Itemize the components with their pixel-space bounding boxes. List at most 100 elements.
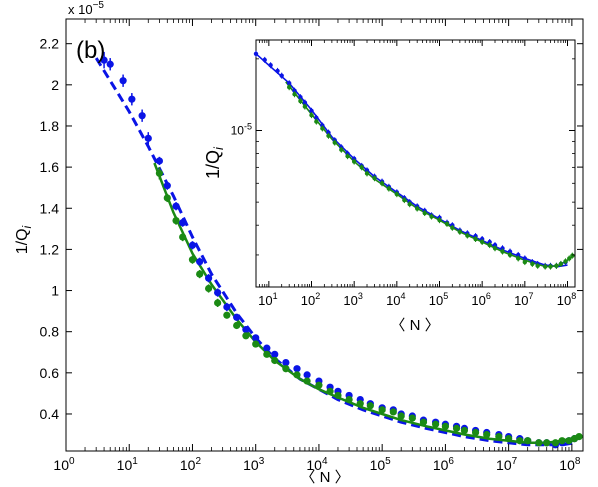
main-data-point xyxy=(505,435,513,443)
inset-data-point xyxy=(535,263,540,269)
inset-data-point xyxy=(522,259,528,265)
main-x-ticks: 100 101 102 103 104 105 106 107 108 xyxy=(53,19,581,473)
inset-x-tick-label: 105 xyxy=(429,291,448,308)
inset-data-point xyxy=(309,112,314,118)
inset-data-point xyxy=(292,88,297,93)
main-data-point xyxy=(419,418,428,426)
main-data-point xyxy=(100,56,108,64)
main-y-tick-label: 0.6 xyxy=(40,365,60,381)
inset-data-point xyxy=(364,168,370,173)
main-y-axis-label: 1/Qi xyxy=(14,225,34,254)
scale-factor-label: x 10−5 xyxy=(68,0,104,17)
main-data-point xyxy=(223,303,231,311)
main-x-tick-label: 100 xyxy=(53,456,75,473)
main-x-tick-label: 108 xyxy=(559,456,581,473)
main-y-tick-label: 0.8 xyxy=(40,324,60,340)
inset-plot-frame xyxy=(255,39,576,288)
inset-data-point xyxy=(492,242,498,248)
inset-data-point xyxy=(563,259,568,264)
main-data-point xyxy=(242,326,250,334)
main-x-tick-label: 101 xyxy=(117,456,139,473)
inset-data-point xyxy=(473,236,478,242)
main-y-tick-label: 1.8 xyxy=(40,118,60,134)
inset-data-point xyxy=(516,256,521,261)
inset-data-point xyxy=(500,249,505,254)
main-data-point xyxy=(233,321,241,330)
inset-data-point xyxy=(268,63,273,68)
inset-x-tick-label: 104 xyxy=(386,291,405,308)
inset-data-point xyxy=(500,246,505,251)
main-data-point xyxy=(334,391,342,400)
main-data-point xyxy=(252,340,260,348)
inset-data-point xyxy=(386,186,392,191)
main-data-point xyxy=(452,424,461,432)
inset-data-point xyxy=(507,252,513,258)
inset-x-tick-label: 103 xyxy=(343,291,362,308)
main-data-point xyxy=(205,284,213,293)
inset-x-tick-label: 108 xyxy=(557,291,576,308)
main-data-point xyxy=(558,437,566,445)
inset-y-axis-label: 1/Qi xyxy=(203,146,226,179)
main-data-point xyxy=(128,95,136,103)
main-x-tick-label: 103 xyxy=(243,456,265,473)
inset-data-point xyxy=(570,253,575,258)
main-data-point xyxy=(441,422,449,430)
inset-data-point xyxy=(437,217,442,223)
main-data-point xyxy=(163,182,171,190)
main-data-point xyxy=(303,371,311,379)
main-data-point xyxy=(483,430,491,439)
inset-data-point xyxy=(558,261,564,267)
inset-data-point xyxy=(351,159,357,164)
main-fit-line-0 xyxy=(94,57,575,447)
main-data-point xyxy=(389,408,397,416)
inset-data-point xyxy=(492,246,498,251)
main-data-point xyxy=(242,332,250,340)
main-data-point xyxy=(179,219,187,227)
inset-data-point xyxy=(542,264,548,269)
inset-data-point xyxy=(286,81,292,86)
inset-x-tick-label: 107 xyxy=(514,291,533,308)
inset-points xyxy=(253,50,575,270)
inset-data-point xyxy=(516,252,521,258)
inset-data-point xyxy=(444,221,450,227)
main-y-tick-label: 0.4 xyxy=(40,406,60,422)
main-data-point xyxy=(106,60,114,68)
main-y-tick-label: 1.6 xyxy=(40,159,60,175)
main-data-point xyxy=(172,202,180,210)
main-x-tick-label: 107 xyxy=(496,456,518,473)
inset-data-point xyxy=(364,171,370,176)
main-data-point xyxy=(315,381,323,389)
inset-data-point xyxy=(309,108,314,113)
inset-data-point xyxy=(450,225,455,231)
inset-data-point xyxy=(302,100,308,105)
inset-data-point xyxy=(487,242,492,248)
main-y-tick-label: 1.2 xyxy=(40,241,60,257)
main-data-point xyxy=(378,406,386,414)
inset-data-point xyxy=(457,229,463,235)
inset-x-axis-label: 〈 N 〉 xyxy=(390,317,439,334)
inset-data-point xyxy=(298,95,303,100)
main-data-point xyxy=(524,437,532,445)
inset-data-point xyxy=(379,181,385,186)
main-data-point xyxy=(196,270,204,278)
main-data-point xyxy=(271,356,279,365)
inset-data-point xyxy=(407,202,412,207)
inset-data-point xyxy=(262,57,267,63)
main-y-ticks: 0.4 0.6 0.8 1 1.2 1.4 1.6 1.8 2 2.2 xyxy=(40,36,583,422)
main-data-point xyxy=(356,400,364,408)
main-data-point xyxy=(282,358,290,367)
inset-chart: 10-5 101 102 103 104 105 106 107 108 〈 N 〉 1/Qi xyxy=(203,39,576,334)
main-data-point xyxy=(565,437,573,445)
main-data-point xyxy=(543,439,551,447)
main-data-point xyxy=(432,420,440,428)
main-x-tick-label: 106 xyxy=(433,456,455,473)
inset-data-point xyxy=(345,153,350,159)
main-data-point xyxy=(408,414,416,422)
main-data-point xyxy=(366,402,374,410)
main-data-point xyxy=(471,428,480,437)
main-data-point xyxy=(460,426,469,435)
inset-y-tick-label: 10-5 xyxy=(231,121,252,137)
inset-data-point xyxy=(522,256,528,261)
inset-data-point xyxy=(314,115,319,121)
